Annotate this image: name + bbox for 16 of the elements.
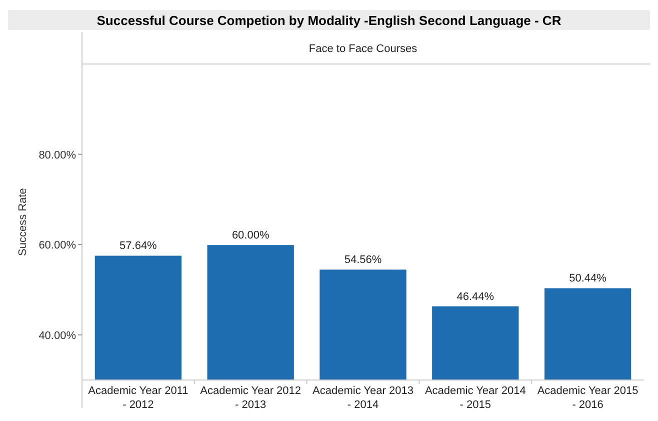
y-axis-title: Success Rate — [17, 188, 29, 256]
x-tick-label: Academic Year 2014 - 2015 — [424, 385, 526, 411]
y-tick-label: 80.00% — [38, 149, 76, 162]
chart-title: Successful Course Competion by Modality -English Second Language - CR — [96, 13, 562, 28]
x-tick-label: Academic Year 2012 - 2013 — [200, 385, 302, 411]
y-tick-label: 60.00% — [38, 240, 76, 252]
data-label: 57.64% — [120, 240, 158, 252]
data-label: 60.00% — [232, 230, 270, 242]
x-tick-label: Academic Year 2011 - 2012 — [88, 385, 188, 411]
data-label: 50.44% — [569, 272, 607, 285]
data-label: 54.56% — [344, 254, 382, 266]
x-tick-label: Academic Year 2015 - 2016 — [537, 385, 638, 411]
data-label: 46.44% — [456, 290, 494, 303]
chart-subtitle: Face to Face Courses — [308, 43, 418, 55]
y-tick-label: 40.00% — [38, 330, 76, 342]
x-tick-label: Academic Year 2013 - 2014 — [312, 385, 414, 411]
